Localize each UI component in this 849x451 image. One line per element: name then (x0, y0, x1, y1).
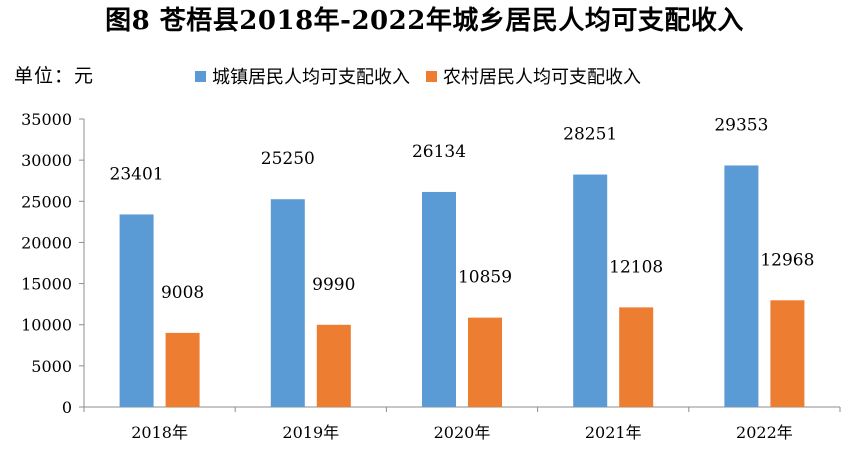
data-label-rural: 10859 (458, 268, 512, 288)
legend-swatch-rural (426, 70, 437, 82)
y-tick-label: 0 (62, 398, 72, 417)
data-label-rural: 12968 (760, 250, 814, 270)
legend: 城镇居民人均可支配收入 农村居民人均可支配收入 (195, 64, 657, 88)
bar-rural (468, 317, 502, 407)
x-tick-label: 2018年 (131, 423, 188, 442)
unit-label: 单位：元 (14, 65, 95, 87)
data-label-urban: 25250 (261, 149, 315, 169)
bar-rural (619, 307, 654, 407)
bar-rural (316, 324, 351, 407)
legend-swatch-urban (195, 70, 206, 82)
bar-rural (770, 300, 805, 407)
legend-item-urban: 城镇居民人均可支配收入 (195, 63, 410, 89)
bar-urban (270, 199, 305, 407)
y-tick-label: 15000 (21, 275, 72, 294)
bar-urban (573, 174, 608, 407)
x-tick-label: 2020年 (434, 423, 491, 442)
data-label-urban: 23401 (110, 164, 164, 184)
y-tick-label: 5000 (31, 357, 72, 376)
legend-label-rural: 农村居民人均可支配收入 (443, 67, 641, 88)
legend-item-rural: 农村居民人均可支配收入 (426, 63, 641, 89)
bar-urban (724, 165, 759, 407)
x-tick-label: 2022年 (736, 423, 793, 442)
x-tick-label: 2019年 (282, 423, 339, 442)
x-tick-label: 2021年 (585, 423, 642, 442)
data-label-rural: 9008 (161, 283, 204, 303)
bar-urban (119, 214, 154, 407)
y-tick-label: 35000 (21, 110, 72, 129)
y-tick-label: 20000 (21, 233, 72, 252)
chart-title: 图8 苍梧县2018年-2022年城乡居民人均可支配收入 (105, 6, 744, 36)
legend-label-urban: 城镇居民人均可支配收入 (212, 67, 410, 88)
data-label-rural: 12108 (609, 257, 663, 277)
data-label-urban: 29353 (714, 115, 768, 135)
data-label-rural: 9990 (312, 275, 355, 295)
data-label-urban: 26134 (412, 142, 466, 162)
bar-urban (422, 191, 456, 407)
y-tick-label: 10000 (21, 316, 72, 335)
y-tick-label: 25000 (21, 192, 72, 211)
y-tick-label: 30000 (21, 151, 72, 170)
bar-rural (165, 332, 200, 407)
data-label-urban: 28251 (563, 125, 617, 145)
